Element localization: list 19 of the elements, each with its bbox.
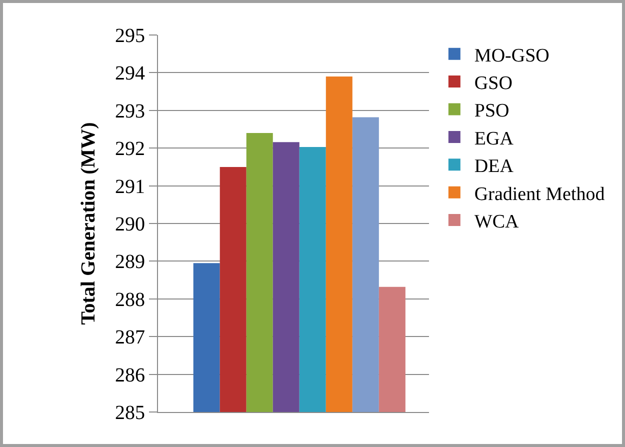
y-tick-label: 292 <box>115 138 145 160</box>
legend-label: Gradient Method <box>474 184 606 205</box>
y-tick-label: 290 <box>115 214 145 236</box>
legend-label: PSO <box>474 100 510 122</box>
y-tick-label: 294 <box>115 62 145 85</box>
y-axis-title: Total Generation (MW) <box>78 122 100 325</box>
y-tick-label: 286 <box>115 364 145 386</box>
y-tick-label: 285 <box>115 402 145 424</box>
y-tick-label: 289 <box>115 251 145 274</box>
y-tick-label: 293 <box>115 100 145 122</box>
y-tick-label: 295 <box>115 25 145 47</box>
y-tick-label: 288 <box>115 288 145 311</box>
legend-label: GSO <box>474 72 512 94</box>
legend-label: MO-GSO <box>474 45 550 66</box>
legend-label: WCA <box>474 211 520 232</box>
y-tick-label: 291 <box>115 176 145 198</box>
legend-label: EGA <box>474 128 514 150</box>
y-tick-label: 287 <box>115 326 145 349</box>
legend-label: DEA <box>474 156 514 178</box>
